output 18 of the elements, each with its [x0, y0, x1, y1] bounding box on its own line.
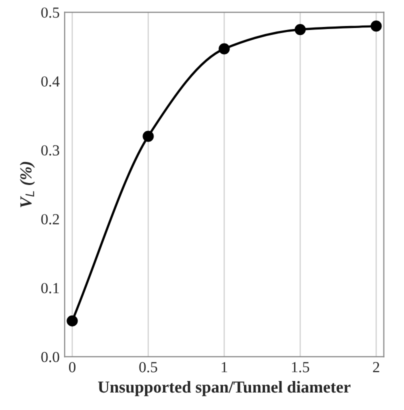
y-tick-label: 0.1 — [41, 282, 59, 294]
y-tick-label: 0.4 — [41, 76, 60, 87]
y-tick-label: 0.3 — [41, 145, 60, 156]
x-axis-title: Unsupported span/Tunnel diameter — [98, 380, 350, 396]
point — [294, 24, 306, 36]
y-tick-label: 0.5 — [41, 7, 60, 18]
point — [218, 43, 230, 54]
x-tick-label: 2 — [373, 362, 380, 372]
y-axis-title: V$_{L}$ (%) — [20, 162, 35, 208]
point — [142, 130, 154, 142]
point — [66, 315, 78, 326]
x-tick-label: 1 — [222, 362, 228, 372]
x-tick-label: 0.5 — [139, 362, 158, 372]
y-tick-label: 0.2 — [41, 214, 59, 224]
point — [370, 20, 382, 32]
y-tick-label: 0.0 — [41, 352, 60, 362]
x-tick-label: 1.5 — [292, 362, 310, 372]
x-tick-label: 0 — [69, 362, 76, 372]
